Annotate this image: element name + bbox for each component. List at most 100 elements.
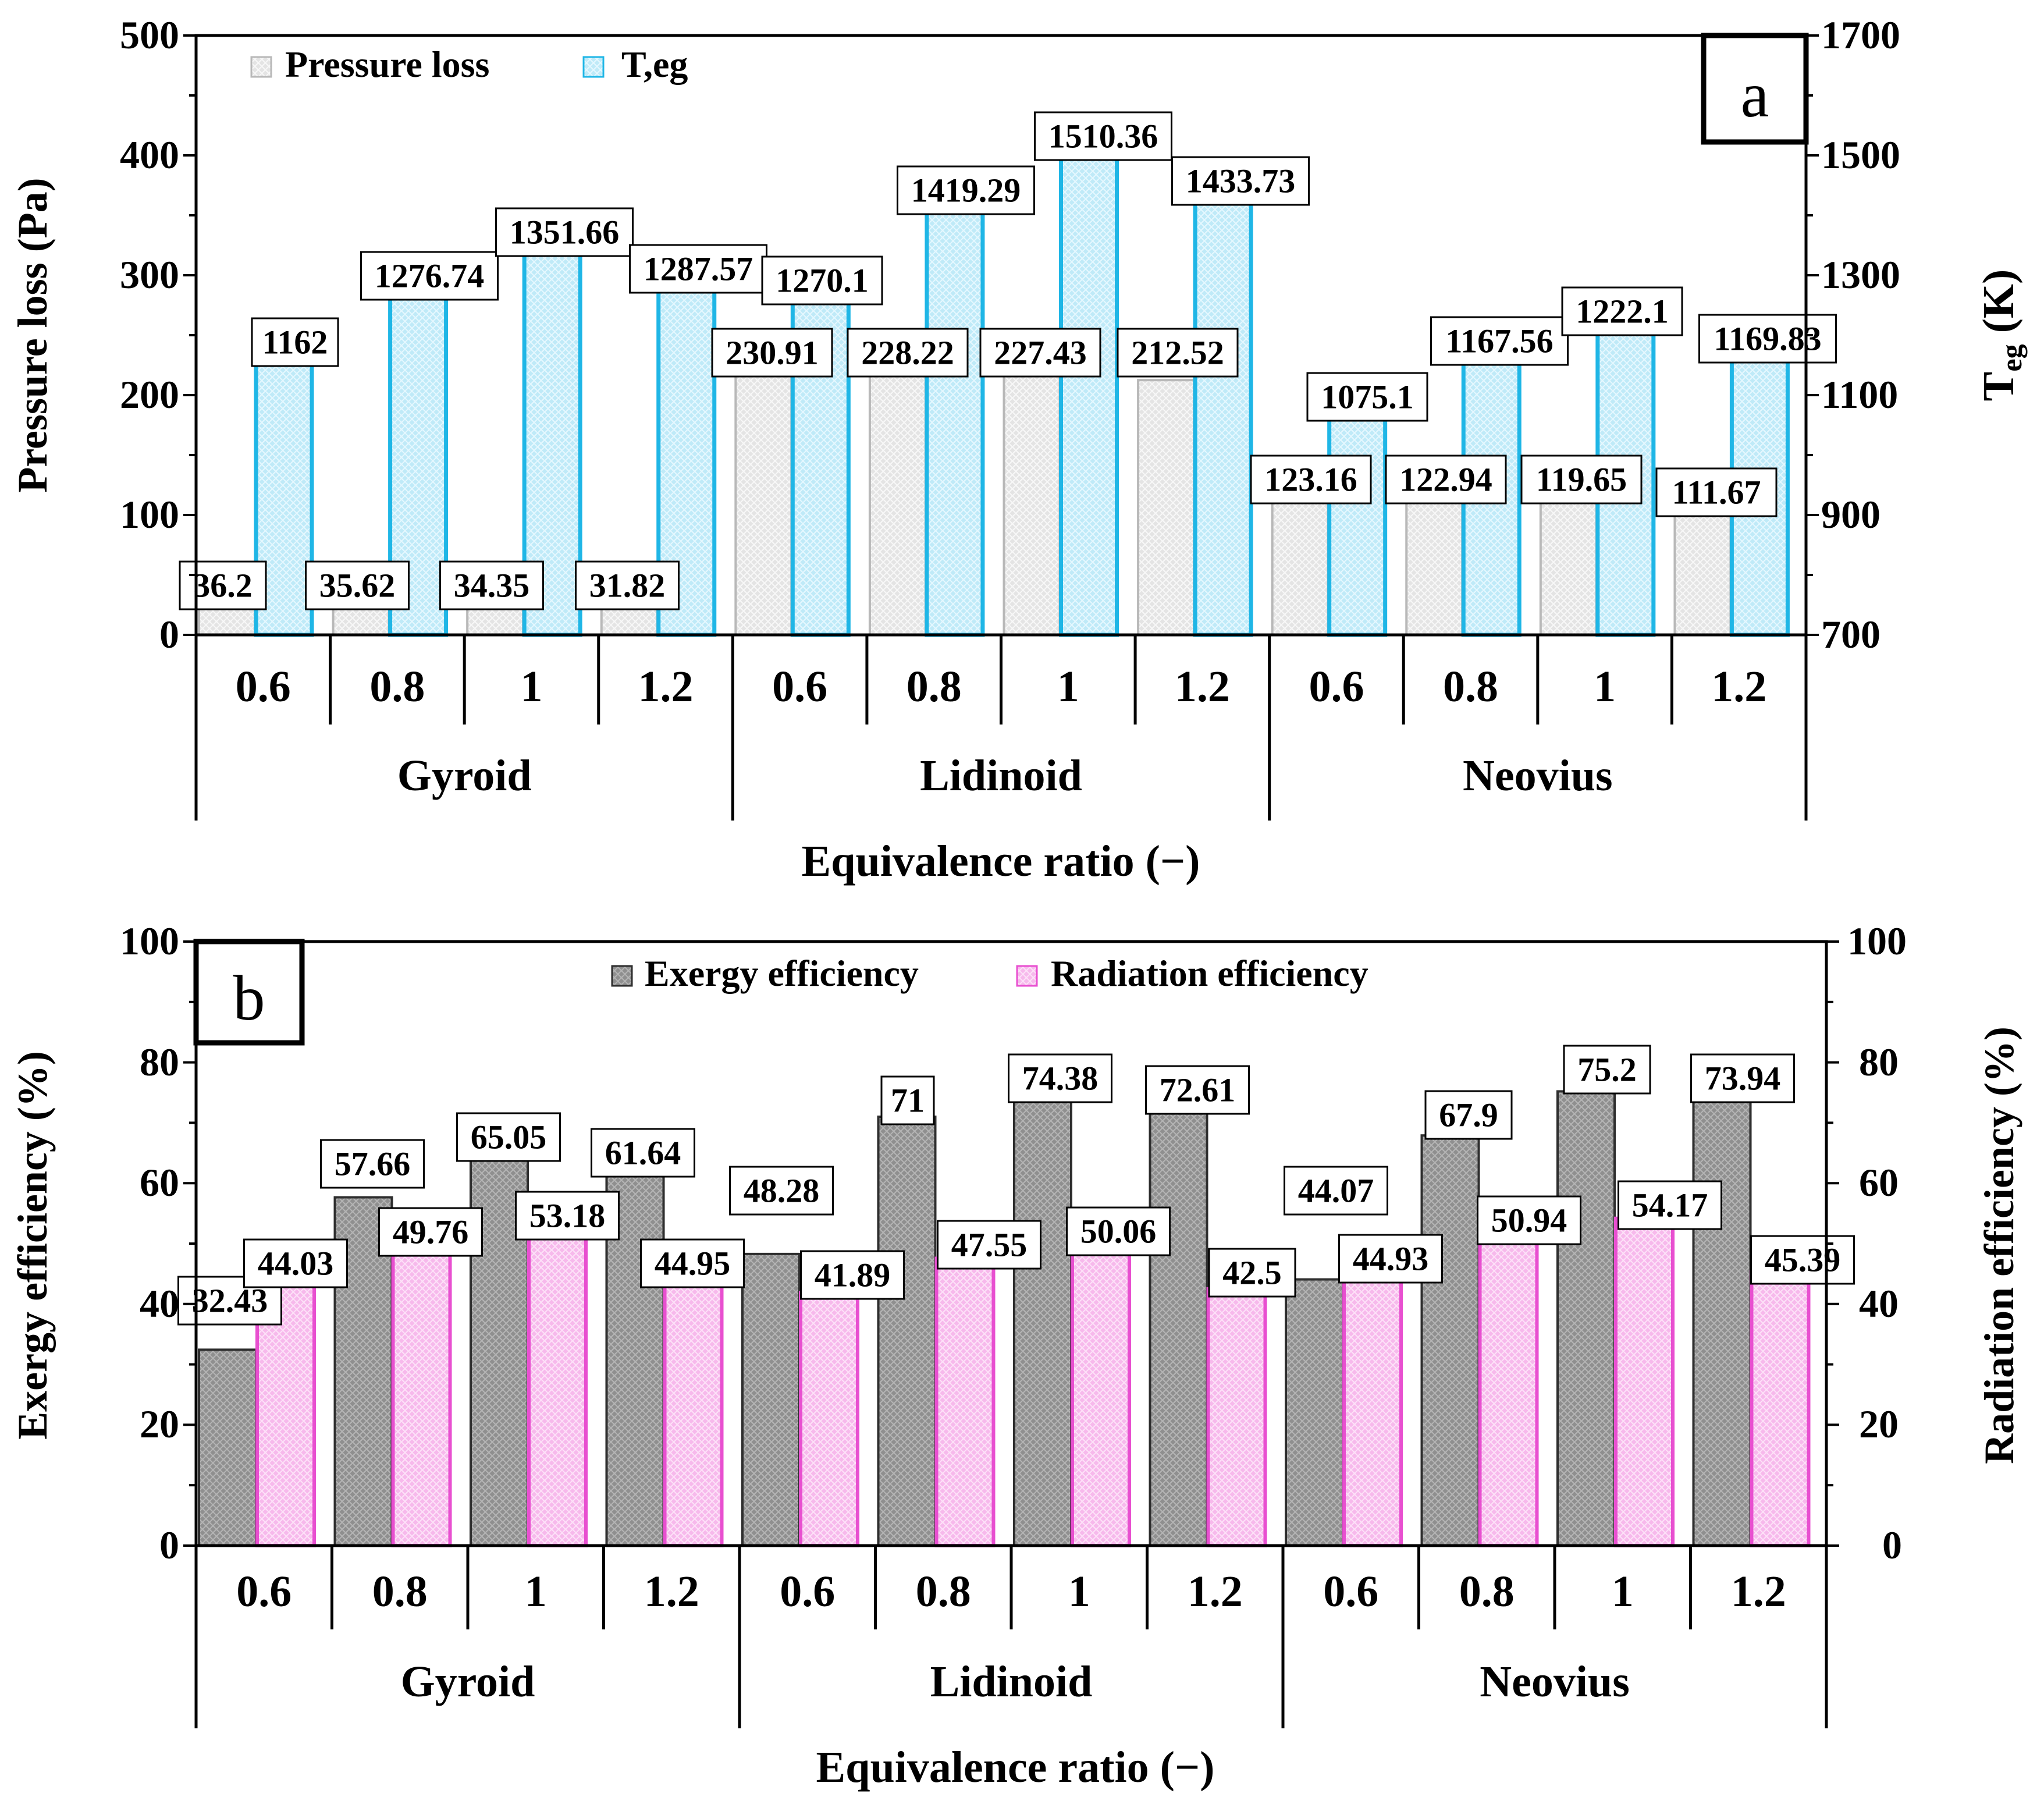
panel-b-ylabel2: Radiation efficiency (%) bbox=[1976, 1027, 2022, 1464]
data-label-text: 44.95 bbox=[655, 1245, 731, 1283]
bar-exergy-efficiency bbox=[1013, 1095, 1072, 1547]
data-label-text: 119.65 bbox=[1536, 461, 1627, 499]
data-label-box bbox=[1520, 454, 1643, 505]
bar-radiation-efficiency bbox=[934, 1256, 996, 1547]
data-label: 61.64 bbox=[591, 1128, 695, 1178]
bar-radiation-efficiency bbox=[1478, 1236, 1539, 1548]
data-label-box bbox=[1655, 467, 1778, 517]
bar-radiation-efficiency bbox=[1614, 1216, 1675, 1547]
data-label: 212.52 bbox=[1117, 328, 1239, 378]
panel-b-left-tick-labels: 0 20 40 60 80 100 bbox=[120, 919, 179, 1567]
panel-a: 36.2 35.62 34.35 31.82 230.91 228.22 227.43 212… bbox=[9, 13, 2028, 886]
bar-exergy-efficiency bbox=[877, 1116, 937, 1547]
panel-a-category-axis: 0.6 0.8 1 1.2 0.6 0.8 1 1.2 0.6 0.8 1 1.2 Gyroid Lidi… bbox=[194, 635, 1808, 821]
panel-b-ytick-label: 60 bbox=[140, 1160, 179, 1205]
data-label: 228.22 bbox=[847, 328, 969, 378]
panel-a-panel-label-box: a bbox=[1701, 33, 1809, 145]
data-label: 44.03 bbox=[243, 1238, 348, 1288]
panel-b-y2tick-label: 20 bbox=[1859, 1402, 1899, 1446]
category-tick-label: 0.6 bbox=[780, 1567, 835, 1616]
data-label-text: 1287.57 bbox=[644, 250, 753, 288]
data-label: 47.55 bbox=[937, 1220, 1041, 1270]
category-tick-label: 1 bbox=[520, 662, 542, 711]
panel-a-y2tick-label: 900 bbox=[1821, 492, 1881, 537]
data-label-text: 1167.56 bbox=[1445, 322, 1553, 360]
data-label: 1287.57 bbox=[629, 244, 767, 294]
data-label-text: 73.94 bbox=[1705, 1060, 1781, 1098]
panel-a-ylabel2-suffix: (K) bbox=[1974, 269, 2023, 345]
data-label-box bbox=[515, 1191, 620, 1241]
bar-t-eg bbox=[1193, 193, 1253, 637]
data-label-text: 41.89 bbox=[815, 1256, 891, 1294]
data-label-box bbox=[1284, 1166, 1388, 1216]
group-label: Gyroid bbox=[401, 1657, 535, 1706]
data-label-box bbox=[243, 1238, 348, 1288]
data-label-box bbox=[320, 1139, 425, 1189]
data-label: 42.5 bbox=[1208, 1248, 1296, 1298]
bar-radiation-efficiency bbox=[663, 1272, 724, 1547]
panel-b-right-tick-labels: 0 20 40 60 80 100 bbox=[1847, 919, 1907, 1567]
data-label-text: 1162 bbox=[262, 324, 328, 361]
data-label-box bbox=[629, 244, 767, 294]
bar-pressure-loss bbox=[1673, 499, 1732, 636]
data-label-box bbox=[1561, 286, 1683, 336]
data-label-text: 228.22 bbox=[861, 334, 954, 372]
panel-b-ytick-label: 80 bbox=[140, 1040, 179, 1084]
data-label-box bbox=[575, 560, 680, 610]
data-label: 36.2 bbox=[179, 560, 267, 610]
data-label-text: 61.64 bbox=[605, 1134, 681, 1172]
data-label-text: 36.2 bbox=[193, 567, 253, 605]
data-label: 44.07 bbox=[1284, 1166, 1388, 1216]
category-tick-label: 1.2 bbox=[1175, 662, 1230, 711]
group-label: Gyroid bbox=[397, 751, 532, 800]
data-label: 67.9 bbox=[1424, 1090, 1513, 1140]
panel-a-ytick-label: 500 bbox=[120, 13, 179, 57]
category-tick-label: 1.2 bbox=[638, 662, 694, 711]
category-tick-label: 1.2 bbox=[1711, 662, 1766, 711]
data-label-box bbox=[1338, 1234, 1443, 1284]
panel-b-y2tick-label: 100 bbox=[1847, 919, 1907, 963]
panel-a-xlabel: Equivalence ratio (−) bbox=[801, 837, 1200, 886]
data-label: 1433.73 bbox=[1171, 156, 1310, 206]
data-label-text: 31.82 bbox=[589, 567, 666, 605]
panel-b-ylabel: Exergy efficiency (%) bbox=[9, 1051, 56, 1440]
bar-pressure-loss bbox=[734, 357, 793, 636]
data-label-box bbox=[800, 1250, 905, 1300]
data-label-text: 35.62 bbox=[319, 567, 396, 605]
data-label-box bbox=[179, 560, 267, 610]
data-label-box bbox=[1690, 1053, 1795, 1103]
data-label-box bbox=[847, 328, 969, 378]
legend-pressure-loss-swatch bbox=[250, 56, 272, 78]
data-label-text: 45.39 bbox=[1765, 1241, 1841, 1279]
data-label: 1075.1 bbox=[1306, 372, 1428, 422]
panel-b-panel-label-box: b bbox=[193, 939, 305, 1046]
panel-b-panel-label: b bbox=[233, 963, 265, 1034]
data-label: 1419.29 bbox=[897, 165, 1035, 215]
data-label-box bbox=[880, 1075, 935, 1125]
data-label-box bbox=[711, 328, 833, 378]
data-label-box bbox=[439, 560, 544, 610]
data-label-text: 227.43 bbox=[994, 334, 1087, 372]
panel-b-y2tick-label: 60 bbox=[1859, 1160, 1899, 1205]
panel-b: 32.43 57.66 65.05 61.64 48.28 71 74.38 72.61 44.… bbox=[9, 919, 2022, 1792]
bar-radiation-efficiency bbox=[527, 1222, 588, 1548]
bar-radiation-efficiency bbox=[391, 1243, 452, 1547]
panel-a-bars bbox=[198, 147, 1790, 637]
panel-a-ytick-label: 300 bbox=[120, 253, 179, 297]
panel-a-legend: Pressure loss T,eg bbox=[250, 44, 688, 85]
group-label: Neovius bbox=[1463, 751, 1613, 800]
bar-radiation-efficiency bbox=[1342, 1272, 1403, 1548]
data-label-box bbox=[1117, 328, 1239, 378]
panel-a-y2tick-label: 1100 bbox=[1821, 372, 1898, 417]
category-tick-label: 0.8 bbox=[1443, 662, 1498, 711]
data-label-box bbox=[1034, 111, 1172, 161]
bar-pressure-loss bbox=[1539, 490, 1598, 636]
data-label-box bbox=[591, 1128, 695, 1178]
data-label-box bbox=[251, 317, 339, 367]
bar-radiation-efficiency bbox=[1071, 1241, 1131, 1547]
panel-b-xlabel: Equivalence ratio (−) bbox=[816, 1743, 1214, 1792]
bar-exergy-efficiency bbox=[741, 1252, 801, 1547]
category-tick-label: 0.6 bbox=[236, 1567, 292, 1616]
data-label-box bbox=[495, 207, 634, 257]
data-label-text: 65.05 bbox=[471, 1118, 547, 1156]
